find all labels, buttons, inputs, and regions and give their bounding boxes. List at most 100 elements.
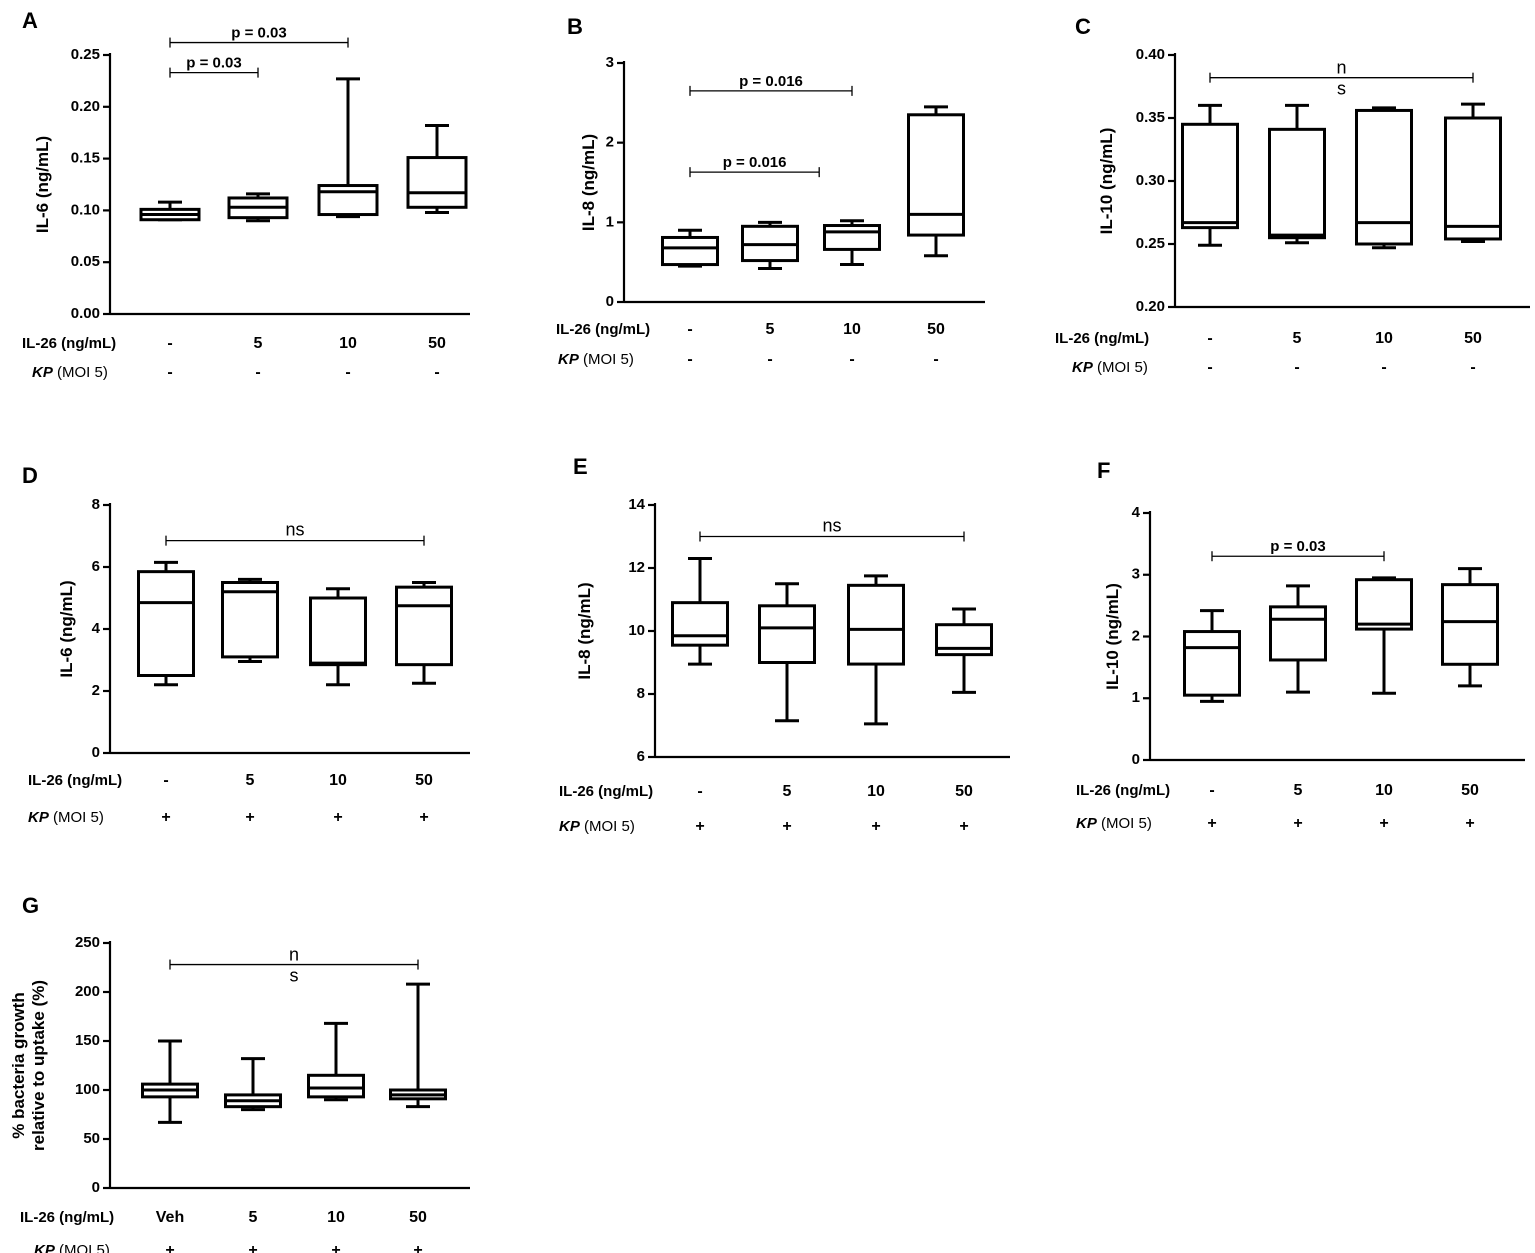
bracket-label-top: n xyxy=(1336,58,1346,78)
box-iqr xyxy=(671,601,729,647)
box-3 xyxy=(823,219,881,267)
box-4 xyxy=(395,581,453,685)
kp-row-label: KP (MOI 5) xyxy=(34,1242,110,1253)
y-tick-label: 50 xyxy=(83,1130,100,1147)
box-2 xyxy=(1268,103,1326,245)
category-label: 50 xyxy=(927,321,945,338)
panel-label: B xyxy=(567,14,583,39)
box-iqr xyxy=(847,583,905,666)
category-label: - xyxy=(697,783,702,800)
kp-italic: KP xyxy=(1072,359,1094,376)
significance-bracket: p = 0.016 xyxy=(689,154,820,178)
y-tick-label: 0.05 xyxy=(71,253,100,270)
box-iqr xyxy=(307,1073,365,1099)
category-label: Veh xyxy=(156,1209,184,1226)
box-4 xyxy=(935,607,993,694)
category-label: 10 xyxy=(867,783,885,800)
y-axis-label-line: % bacteria growth xyxy=(9,992,28,1138)
kp-value: + xyxy=(959,818,968,835)
box-1 xyxy=(141,1039,199,1124)
panel-e: E 6 8 10 12 14 IL-8 (ng/mL) ns IL-26 (ng/mL) - 5 10… xyxy=(559,454,1010,835)
box-iqr xyxy=(309,596,367,667)
kp-value: - xyxy=(167,364,172,381)
kp-value: + xyxy=(695,818,704,835)
bracket-label: p = 0.016 xyxy=(723,154,787,171)
kp-value: - xyxy=(687,351,692,368)
kp-value: + xyxy=(871,818,880,835)
y-tick-label: 100 xyxy=(75,1081,100,1098)
box-iqr xyxy=(221,581,279,659)
kp-value: + xyxy=(161,809,170,826)
significance-bracket: ns xyxy=(169,945,419,986)
panel-label: E xyxy=(573,454,588,479)
significance-bracket: ns xyxy=(165,520,425,546)
box-4 xyxy=(389,982,447,1109)
box-3 xyxy=(1355,576,1413,695)
kp-value: - xyxy=(255,364,260,381)
box-iqr xyxy=(758,604,816,664)
kp-value: - xyxy=(1470,359,1475,376)
panel-b: B 0 1 2 3 IL-8 (ng/mL) p = 0.016 p = 0.016 IL-26… xyxy=(556,14,985,368)
panel-label: C xyxy=(1075,14,1091,39)
significance-bracket: p = 0.03 xyxy=(169,55,259,78)
box-1 xyxy=(1183,609,1241,703)
box-iqr xyxy=(1183,630,1241,697)
category-label: - xyxy=(163,772,168,789)
y-axis-label: IL-6 (ng/mL) xyxy=(57,580,76,677)
kp-value: - xyxy=(345,364,350,381)
box-iqr xyxy=(1181,122,1239,230)
category-label: 50 xyxy=(955,783,973,800)
significance-bracket: ns xyxy=(699,516,965,542)
box-4 xyxy=(406,123,468,214)
bracket-label: ns xyxy=(285,520,304,540)
kp-value: - xyxy=(767,351,772,368)
panel-label: A xyxy=(22,8,38,33)
category-label: 50 xyxy=(1464,330,1482,347)
kp-value: - xyxy=(933,351,938,368)
y-tick-label: 2 xyxy=(92,682,100,699)
kp-value: + xyxy=(1293,815,1302,832)
box-iqr xyxy=(395,585,453,667)
box-1 xyxy=(137,560,195,687)
category-label: - xyxy=(687,321,692,338)
y-axis-label: IL-10 (ng/mL) xyxy=(1097,128,1116,235)
kp-moi: (MOI 5) xyxy=(1097,815,1152,832)
box-1 xyxy=(671,557,729,666)
panel-label: D xyxy=(22,463,38,488)
y-tick-label: 4 xyxy=(92,620,101,637)
y-tick-label: 6 xyxy=(92,558,100,575)
panel-g: G 0 50 100 150 200 250 % bacteria growthrelativ… xyxy=(9,893,470,1253)
kp-italic: KP xyxy=(32,364,54,381)
box-2 xyxy=(741,220,799,271)
box-3 xyxy=(847,574,905,726)
bracket-label: p = 0.03 xyxy=(231,25,286,42)
il26-row-label: IL-26 (ng/mL) xyxy=(20,1209,114,1226)
kp-italic: KP xyxy=(28,809,50,826)
kp-moi: (MOI 5) xyxy=(49,809,104,826)
panel-c: C 0.20 0.25 0.30 0.35 0.40 IL-10 (ng/mL) ns IL-2… xyxy=(1055,14,1530,376)
il26-row-label: IL-26 (ng/mL) xyxy=(1055,330,1149,347)
y-tick-label: 6 xyxy=(637,748,645,765)
panel-f: F 0 1 2 3 4 IL-10 (ng/mL) p = 0.03 IL-26 (ng/mL)… xyxy=(1076,458,1525,832)
kp-row-label: KP (MOI 5) xyxy=(559,818,635,835)
box-2 xyxy=(758,582,816,723)
box-iqr xyxy=(1269,605,1327,662)
box-2 xyxy=(221,577,279,664)
kp-row-label: KP (MOI 5) xyxy=(1072,359,1148,376)
category-label: 5 xyxy=(246,772,255,789)
kp-value: - xyxy=(434,364,439,381)
bracket-label-bottom: s xyxy=(290,966,299,986)
bracket-label: p = 0.03 xyxy=(1270,538,1325,555)
box-1 xyxy=(139,200,201,222)
significance-bracket: p = 0.016 xyxy=(689,73,853,96)
box-iqr xyxy=(935,623,993,657)
box-3 xyxy=(317,77,379,219)
y-tick-label: 0.35 xyxy=(1136,109,1165,126)
significance-bracket: p = 0.03 xyxy=(169,25,349,48)
kp-row-label: KP (MOI 5) xyxy=(32,364,108,381)
box-iqr xyxy=(1355,578,1413,631)
category-label: 5 xyxy=(1294,782,1303,799)
category-label: 5 xyxy=(254,335,263,352)
category-label: - xyxy=(1209,782,1214,799)
